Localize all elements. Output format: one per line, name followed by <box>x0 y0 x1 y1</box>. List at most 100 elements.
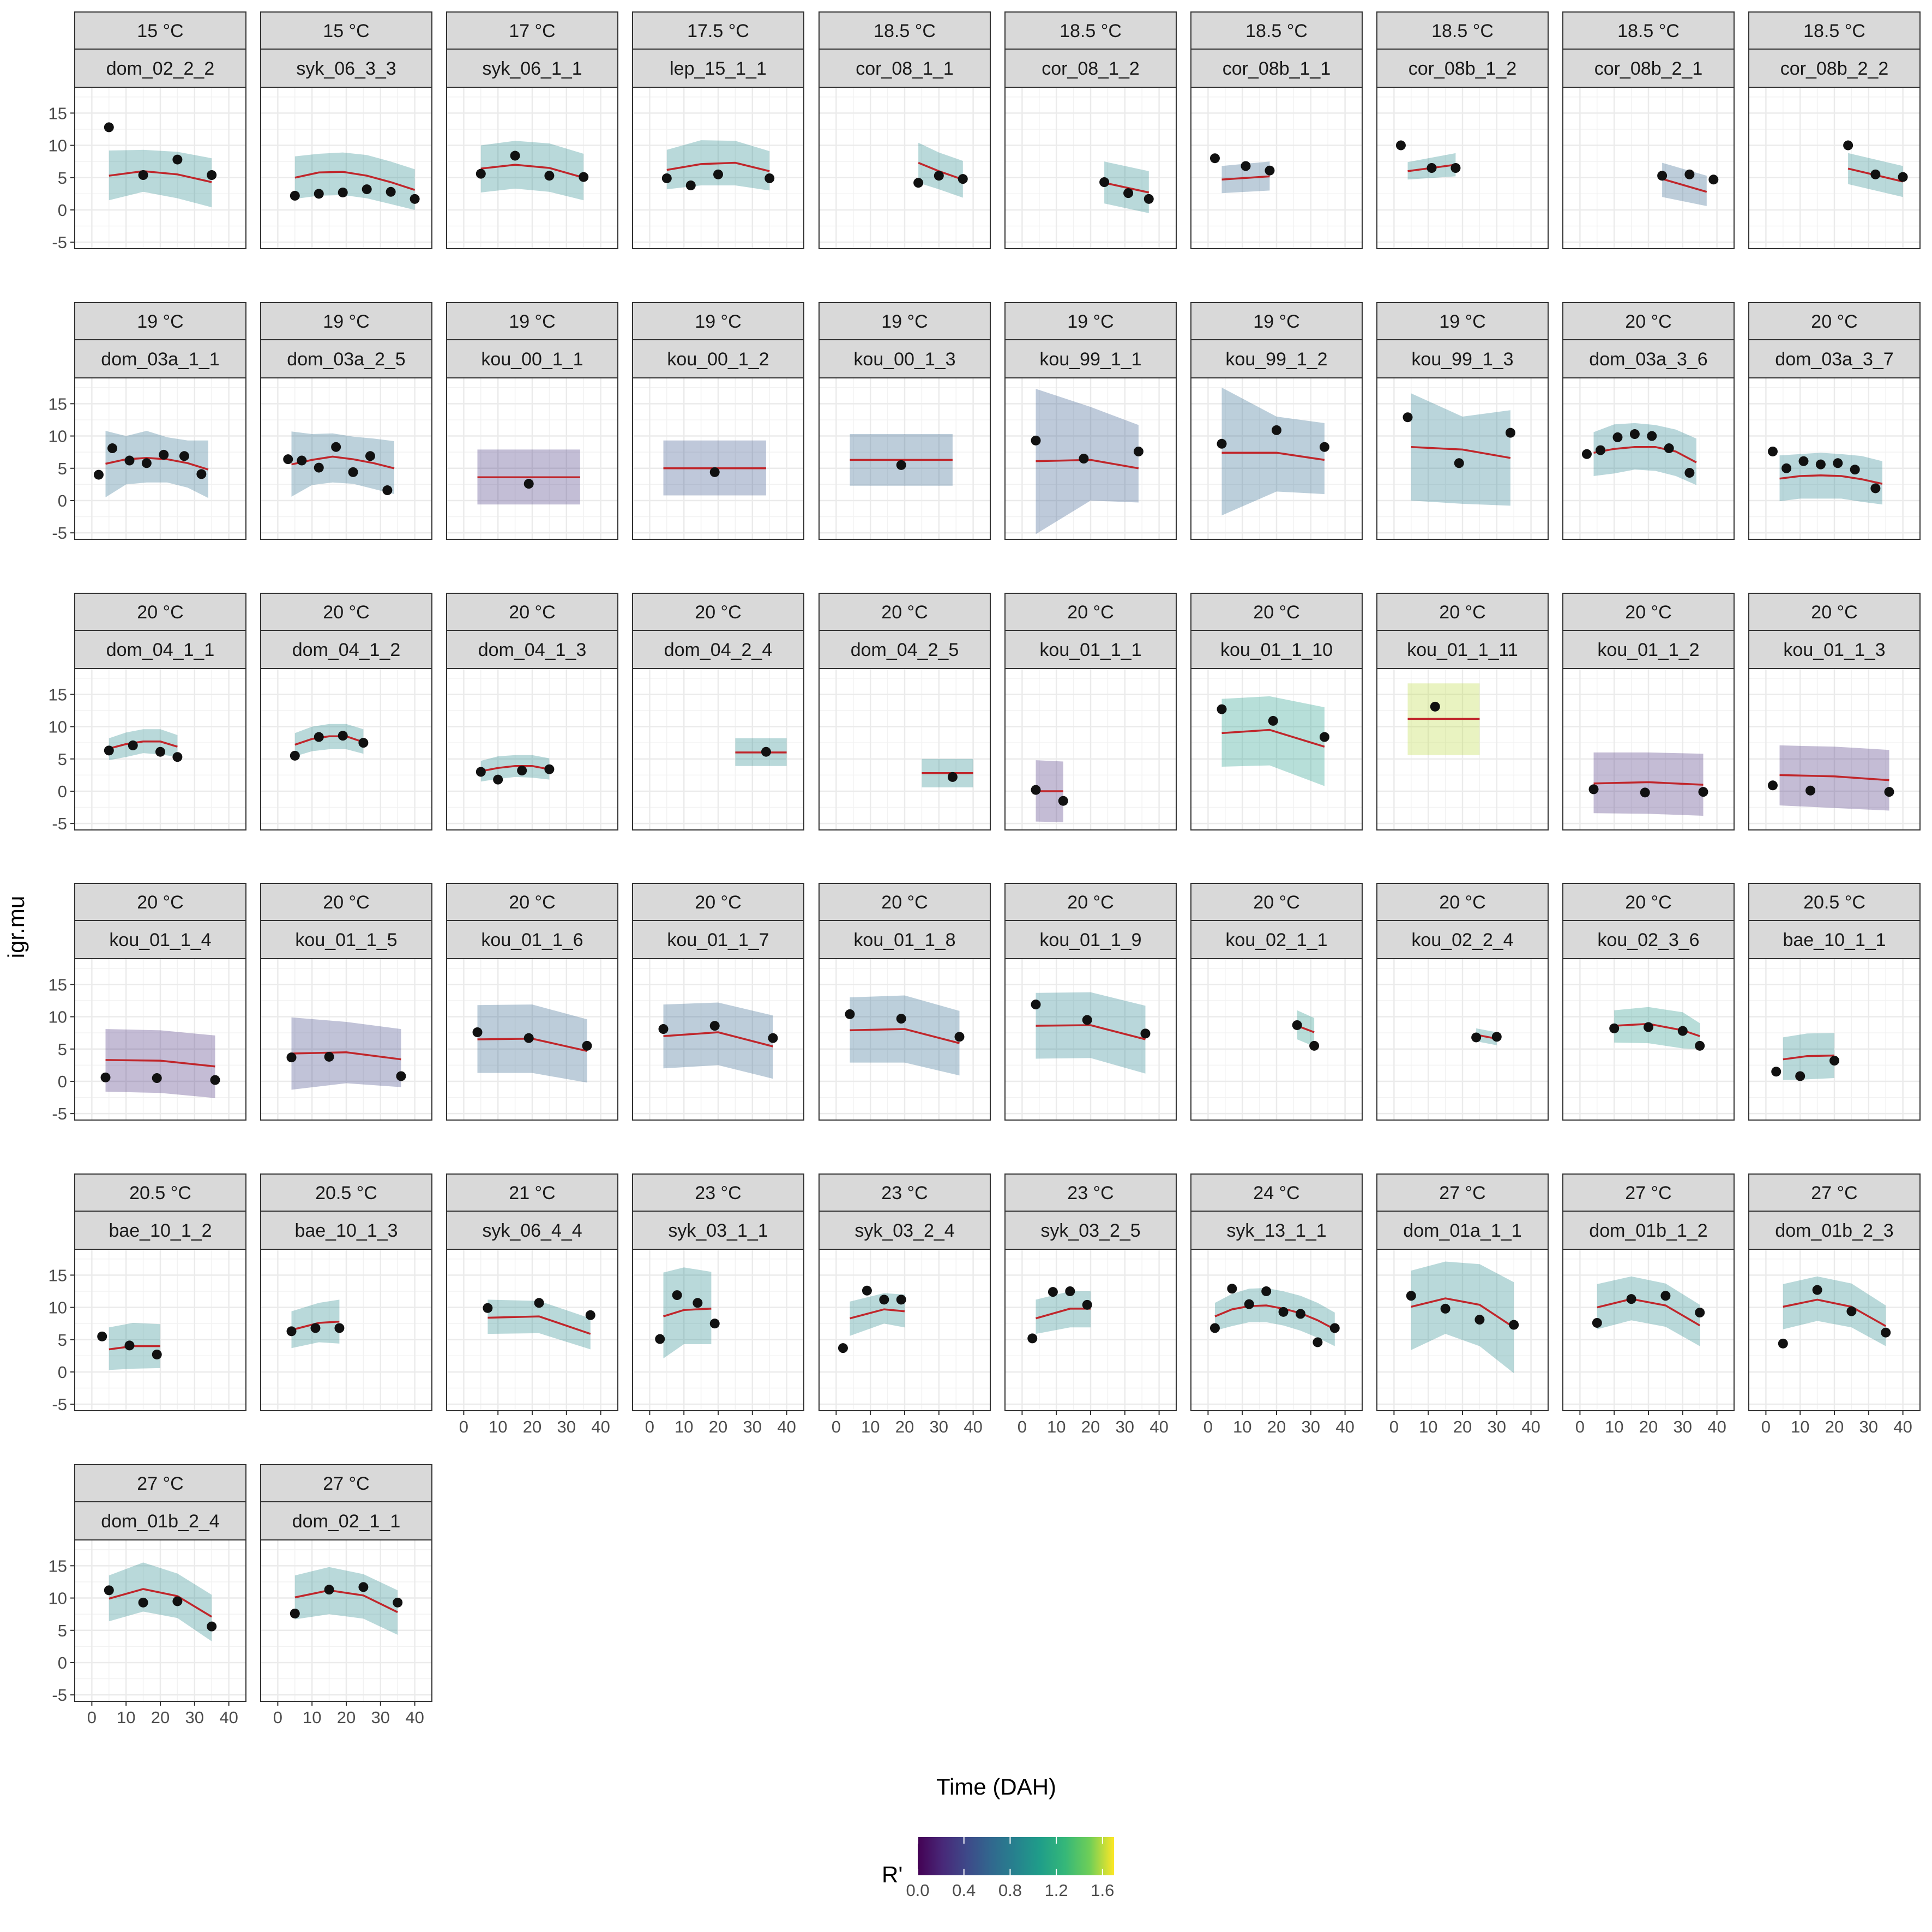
strip-id-label: bae_10_1_1 <box>1783 930 1886 950</box>
confidence-ribbon <box>105 1029 215 1098</box>
data-point <box>1767 780 1778 791</box>
x-tick-label: 0 <box>1203 1417 1213 1436</box>
facet-panel-dom_04_2_4: 20 °C dom_04_2_4 <box>632 593 804 830</box>
strip-temperature-label: 19 °C <box>323 311 369 332</box>
data-point <box>709 1319 720 1329</box>
fitted-line <box>480 164 584 179</box>
data-point <box>310 1323 321 1333</box>
confidence-ribbon <box>105 431 208 498</box>
strip-id <box>74 1501 246 1540</box>
strip-temperature-label: 20 °C <box>1253 602 1299 623</box>
fitted-line <box>850 1308 905 1320</box>
strip-id <box>446 630 618 669</box>
strip-temperature <box>818 593 991 631</box>
strip-id <box>1562 630 1735 669</box>
y-tick-label: 10 <box>49 1298 67 1317</box>
facet-panel-lep_15_1_1: 17.5 °C lep_15_1_1 <box>632 11 804 249</box>
data-point <box>761 747 771 757</box>
y-tick-label: 15 <box>49 394 67 413</box>
confidence-ribbon <box>1779 745 1889 811</box>
confidence-ribbon <box>1593 752 1704 816</box>
facet-panel-cor_08b_2_2: 18.5 °C cor_08b_2_2 <box>1748 11 1921 249</box>
strip-id-label: dom_01b_2_3 <box>1775 1220 1893 1241</box>
strip-id-label: cor_08_1_2 <box>1042 58 1140 79</box>
strip-temperature <box>260 1464 432 1502</box>
data-point <box>1133 446 1143 456</box>
strip-temperature-label: 20 °C <box>509 892 555 913</box>
strip-id <box>632 1211 804 1250</box>
x-tick-label: 0 <box>1575 1417 1585 1436</box>
strip-temperature-label: 24 °C <box>1253 1183 1299 1203</box>
strip-id <box>632 920 804 959</box>
confidence-ribbon <box>294 724 364 756</box>
facet-panel-dom_01b_2_4: 27 °C dom_01b_2_4 -5 0 5 10 15 0 10 20 30 40 <box>49 1464 246 1727</box>
strip-temperature-label: 20 °C <box>1625 311 1671 332</box>
x-tick-label: 10 <box>117 1708 135 1727</box>
data-point <box>1612 432 1623 442</box>
panel-border <box>260 1249 432 1411</box>
strip-temperature <box>1376 11 1549 50</box>
strip-temperature-label: 15 °C <box>323 21 369 41</box>
data-point <box>1079 454 1089 464</box>
panel-border <box>260 668 432 830</box>
data-point <box>685 180 696 190</box>
x-tick-label: 30 <box>1488 1417 1506 1436</box>
data-point <box>1406 1291 1416 1301</box>
strip-temperature-label: 19 °C <box>1439 311 1485 332</box>
confidence-ribbon <box>487 1299 591 1350</box>
strip-id <box>1562 920 1735 959</box>
data-point <box>510 151 520 161</box>
data-point <box>1609 1023 1620 1033</box>
data-point <box>1778 1338 1788 1349</box>
strip-id <box>446 1211 618 1250</box>
data-point <box>1640 787 1650 798</box>
data-point <box>1881 1327 1891 1338</box>
strip-temperature-label: 27 °C <box>1811 1183 1857 1203</box>
facet-panel-syk_03_1_1: 23 °C syk_03_1_1 0 10 20 30 40 <box>632 1173 804 1436</box>
facet-panel-kou_01_1_11: 20 °C kou_01_1_11 <box>1376 593 1549 830</box>
data-point <box>517 766 527 776</box>
strip-temperature <box>1190 593 1363 631</box>
data-point <box>1474 1315 1485 1325</box>
x-tick-label: 40 <box>591 1417 610 1436</box>
strip-temperature <box>74 593 246 631</box>
strip-id <box>818 1211 991 1250</box>
x-tick-label: 20 <box>523 1417 541 1436</box>
strip-temperature <box>818 302 991 340</box>
data-point <box>1491 1032 1502 1042</box>
data-point <box>476 767 486 777</box>
data-point <box>1241 161 1251 171</box>
x-tick-label: 0 <box>832 1417 841 1436</box>
strip-id-label: syk_03_2_5 <box>1040 1220 1140 1241</box>
data-point <box>152 1349 162 1359</box>
strip-id-label: dom_03a_2_5 <box>287 349 405 370</box>
strip-temperature <box>260 302 432 340</box>
facet-panel-cor_08b_1_2: 18.5 °C cor_08b_1_2 <box>1376 11 1549 249</box>
strip-id-label: cor_08_1_1 <box>856 58 954 79</box>
strip-temperature <box>1562 11 1735 50</box>
strip-id-label: syk_06_4_4 <box>482 1220 582 1241</box>
fitted-line <box>1036 1024 1146 1040</box>
confidence-ribbon <box>109 1562 212 1641</box>
data-point <box>1123 188 1134 198</box>
strip-temperature-label: 20 °C <box>1439 892 1485 913</box>
fitted-line <box>291 1051 401 1061</box>
confidence-ribbon <box>480 141 584 201</box>
data-point <box>124 455 135 466</box>
x-tick-label: 40 <box>777 1417 796 1436</box>
panel-border <box>1004 958 1177 1121</box>
data-point <box>1805 785 1816 796</box>
panel-border <box>1748 377 1921 540</box>
strip-id-label: kou_00_1_2 <box>667 349 769 370</box>
data-point <box>1430 701 1440 712</box>
data-point <box>138 170 148 180</box>
x-tick-label: 20 <box>1453 1417 1472 1436</box>
strip-temperature-label: 23 °C <box>1067 1183 1114 1203</box>
confidence-ribbon <box>663 1002 773 1079</box>
panel-border <box>1376 87 1549 249</box>
data-point <box>896 1295 906 1305</box>
confidence-ribbon <box>1614 1007 1700 1049</box>
strip-id <box>1004 630 1177 669</box>
strip-temperature-label: 23 °C <box>695 1183 741 1203</box>
